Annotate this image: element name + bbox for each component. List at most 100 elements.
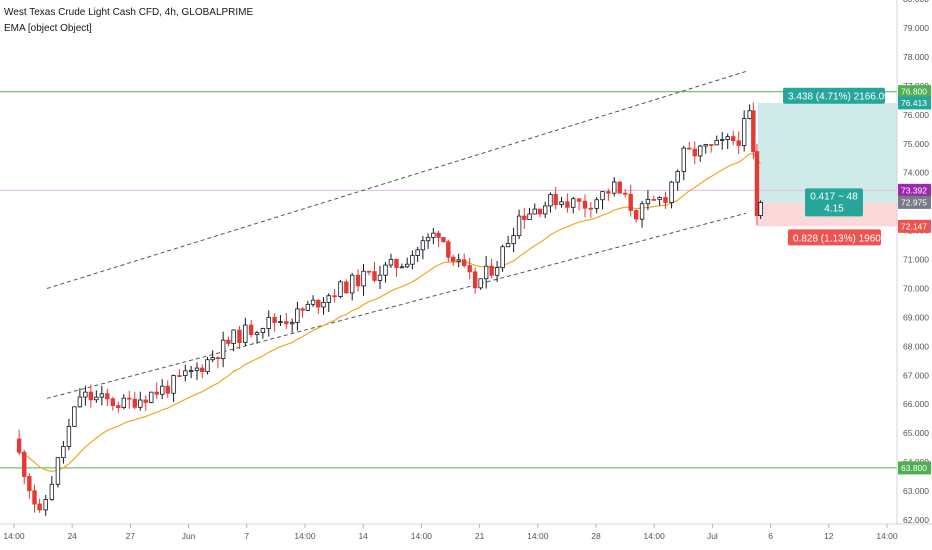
candle[interactable] — [758, 201, 763, 216]
candle[interactable] — [651, 198, 656, 201]
candle[interactable] — [404, 263, 410, 268]
candle[interactable] — [456, 259, 461, 262]
candle[interactable] — [16, 438, 22, 453]
candle[interactable] — [183, 370, 188, 377]
candle[interactable] — [77, 396, 83, 408]
candle[interactable] — [532, 208, 537, 215]
candle[interactable] — [431, 232, 436, 238]
candle[interactable] — [478, 278, 483, 289]
candle[interactable] — [675, 171, 680, 183]
candle[interactable] — [37, 503, 42, 511]
candle[interactable] — [511, 235, 516, 244]
candle[interactable] — [645, 198, 651, 205]
candle[interactable] — [295, 308, 300, 323]
candle[interactable] — [32, 490, 37, 505]
candle[interactable] — [720, 139, 725, 141]
candle[interactable] — [188, 370, 194, 372]
profit-zone[interactable] — [758, 102, 897, 203]
candle[interactable] — [467, 265, 472, 273]
candle[interactable] — [127, 397, 132, 400]
ema-line[interactable] — [18, 152, 762, 473]
candle[interactable] — [751, 110, 756, 152]
candle[interactable] — [149, 391, 154, 403]
candle[interactable] — [377, 274, 383, 281]
candle[interactable] — [623, 192, 628, 195]
candle[interactable] — [231, 329, 236, 344]
candle[interactable] — [692, 148, 697, 157]
candle[interactable] — [121, 397, 126, 408]
candle[interactable] — [681, 147, 686, 172]
candle[interactable] — [553, 194, 558, 206]
candle[interactable] — [194, 367, 200, 371]
candle[interactable] — [461, 259, 467, 266]
candle[interactable] — [483, 265, 489, 280]
candle[interactable] — [372, 271, 377, 281]
candle[interactable] — [450, 256, 456, 262]
channel-lower-line[interactable] — [46, 212, 747, 399]
candle[interactable] — [425, 236, 431, 242]
candle[interactable] — [559, 201, 564, 206]
candle[interactable] — [588, 207, 594, 210]
candle[interactable] — [289, 322, 295, 325]
candle[interactable] — [165, 385, 170, 394]
candle[interactable] — [160, 385, 165, 395]
candle[interactable] — [543, 205, 548, 215]
candle[interactable] — [200, 367, 205, 373]
candle[interactable] — [305, 303, 311, 311]
candle[interactable] — [714, 139, 719, 146]
candle[interactable] — [27, 476, 32, 492]
candle[interactable] — [116, 405, 121, 408]
candle[interactable] — [344, 281, 349, 294]
candle[interactable] — [725, 136, 730, 140]
candle[interactable] — [527, 213, 532, 220]
candle[interactable] — [612, 181, 617, 194]
candle[interactable] — [576, 198, 582, 202]
candle[interactable] — [349, 274, 355, 294]
candle[interactable] — [83, 391, 88, 398]
candle[interactable] — [237, 329, 242, 343]
candle[interactable] — [22, 451, 27, 477]
time-axis[interactable] — [0, 524, 932, 550]
candle[interactable] — [220, 339, 226, 360]
candle[interactable] — [143, 399, 148, 403]
candle[interactable] — [43, 499, 48, 511]
candle[interactable] — [565, 201, 570, 208]
candle[interactable] — [606, 191, 611, 194]
candle[interactable] — [99, 393, 105, 398]
candle[interactable] — [594, 199, 599, 209]
candle[interactable] — [284, 321, 289, 325]
candle[interactable] — [709, 144, 714, 146]
candle[interactable] — [394, 259, 399, 268]
candle[interactable] — [516, 215, 522, 236]
candle[interactable] — [472, 271, 478, 289]
candle[interactable] — [399, 266, 405, 269]
candle[interactable] — [361, 270, 366, 287]
candle[interactable] — [754, 151, 760, 216]
candle[interactable] — [321, 302, 326, 308]
candle[interactable] — [66, 425, 72, 447]
candle[interactable] — [171, 375, 176, 394]
candle[interactable] — [310, 299, 316, 305]
candle[interactable] — [741, 118, 747, 146]
candle[interactable] — [415, 249, 420, 256]
candle[interactable] — [548, 194, 553, 207]
candle[interactable] — [657, 197, 662, 200]
channel-upper-line[interactable] — [46, 70, 747, 289]
candle[interactable] — [747, 110, 752, 119]
candle[interactable] — [730, 136, 736, 142]
candle[interactable] — [628, 193, 633, 211]
candle[interactable] — [669, 181, 674, 203]
candle[interactable] — [243, 324, 248, 343]
candle[interactable] — [266, 316, 271, 329]
candle[interactable] — [326, 295, 331, 303]
candle[interactable] — [215, 357, 221, 360]
candle[interactable] — [600, 191, 605, 201]
candle[interactable] — [88, 391, 94, 401]
candle[interactable] — [316, 299, 321, 308]
candle[interactable] — [278, 321, 283, 323]
candle[interactable] — [154, 391, 159, 395]
candle[interactable] — [72, 406, 77, 427]
candle[interactable] — [210, 357, 215, 361]
candle[interactable] — [582, 200, 588, 209]
